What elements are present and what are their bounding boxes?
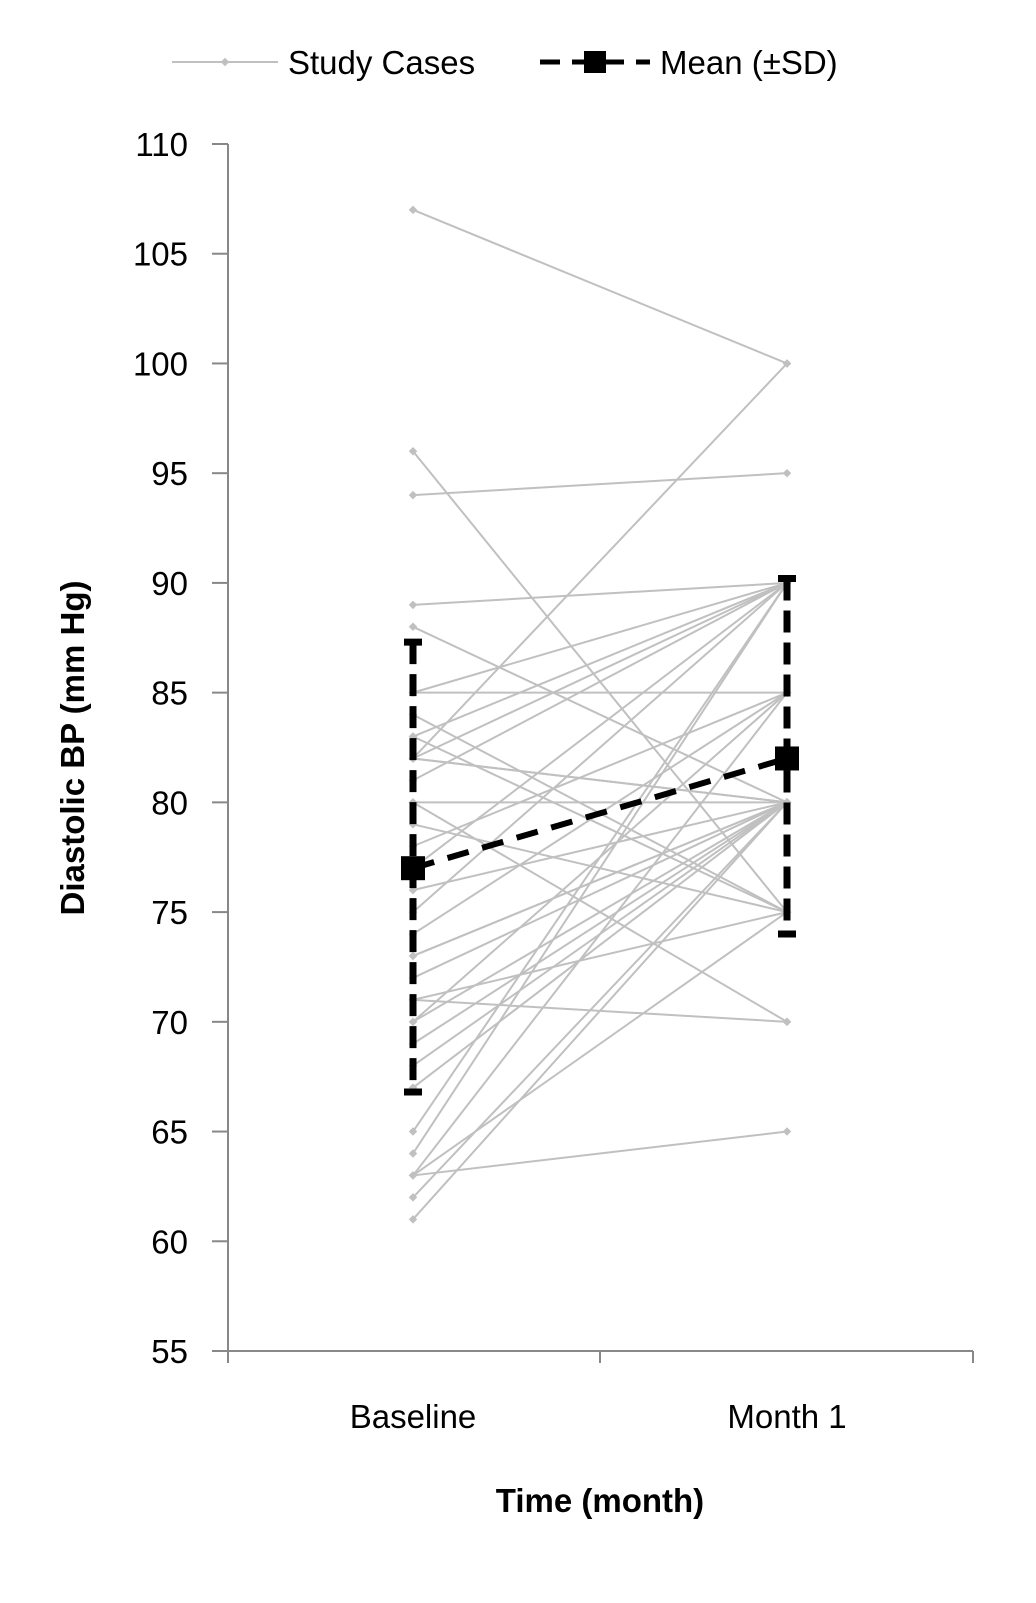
case-line	[412, 801, 788, 892]
case-line	[412, 581, 788, 694]
case-line	[412, 581, 788, 738]
case-point	[408, 951, 418, 961]
case-point	[782, 468, 792, 478]
legend: Study Cases Mean (±SD)	[172, 44, 838, 81]
case-line	[412, 692, 788, 1177]
legend-mean-label: Mean (±SD)	[660, 44, 838, 81]
case-line	[412, 581, 788, 606]
y-tick-label: 110	[135, 126, 188, 163]
case-point	[408, 1171, 418, 1180]
case-line	[412, 582, 788, 1133]
case-point	[408, 205, 418, 215]
case-line	[412, 582, 788, 913]
case-line	[412, 801, 788, 1220]
case-point	[408, 1149, 418, 1158]
case-line	[412, 208, 788, 365]
y-tick-label: 55	[151, 1333, 188, 1370]
case-line	[412, 801, 788, 1045]
y-tick-label: 90	[151, 565, 188, 602]
case-line	[412, 801, 788, 979]
y-tick-label: 80	[151, 784, 188, 821]
case-line	[412, 801, 788, 957]
case-point	[782, 1127, 792, 1136]
case-line	[412, 582, 788, 782]
x-tick-label: Month 1	[727, 1398, 846, 1435]
legend-mean-marker	[584, 51, 606, 73]
case-line	[412, 1130, 788, 1177]
case-line	[412, 582, 788, 1155]
case-line	[412, 801, 788, 1023]
case-point	[782, 359, 792, 368]
case-line	[412, 362, 788, 760]
x-tick-label: Baseline	[350, 1398, 477, 1435]
case-point	[408, 622, 418, 632]
mean-point	[775, 746, 799, 771]
x-axis-label: Time (month)	[496, 1482, 704, 1519]
y-tick-label: 70	[151, 1004, 188, 1041]
legend-study-cases-label: Study Cases	[288, 44, 475, 81]
mean-line	[412, 755, 788, 872]
case-line	[412, 757, 788, 804]
study-cases	[408, 205, 792, 1224]
case-line	[412, 801, 788, 1199]
case-point	[408, 490, 418, 500]
case-point	[782, 1017, 792, 1027]
y-tick-label: 85	[151, 675, 188, 712]
case-line	[412, 472, 788, 497]
legend-study-cases-marker	[220, 57, 230, 67]
mean-series	[401, 575, 799, 1096]
y-tick-label: 105	[133, 236, 188, 273]
case-point	[408, 446, 418, 456]
y-tick-label: 65	[151, 1114, 188, 1151]
case-point	[408, 1215, 418, 1224]
y-tick-label: 95	[151, 455, 188, 492]
y-axis-label: Diastolic BP (mm Hg)	[54, 581, 91, 916]
case-point	[408, 1127, 418, 1136]
case-point	[408, 600, 418, 610]
case-line	[412, 582, 788, 760]
case-point	[408, 1193, 418, 1202]
axes: 55 60 65 70 75 80 85 90 95 100 105 110 Baseline Month…	[133, 126, 974, 1435]
y-tick-label: 60	[151, 1223, 188, 1260]
mean-point	[401, 856, 425, 881]
y-tick-label: 100	[133, 345, 188, 382]
y-tick-label: 75	[151, 894, 188, 931]
case-line	[412, 582, 788, 869]
case-line	[412, 911, 788, 1001]
